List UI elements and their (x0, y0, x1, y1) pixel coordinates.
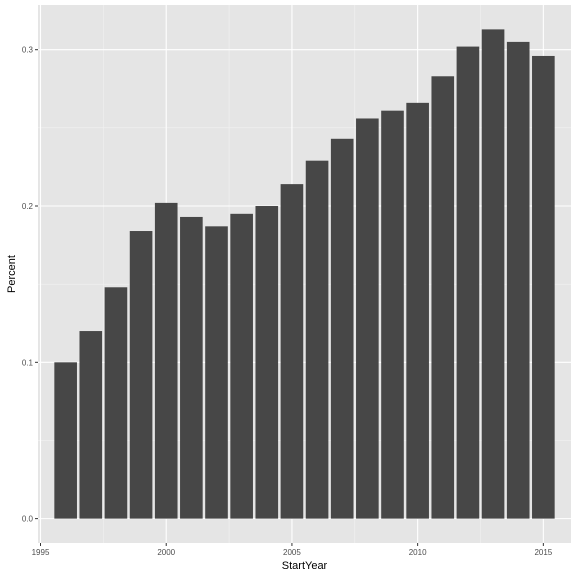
x-tick-label: 2000 (157, 548, 175, 557)
bar-2015 (532, 55, 555, 519)
x-axis-title: StartYear (282, 560, 328, 572)
bar-1999 (129, 231, 153, 519)
bar-2004 (255, 206, 279, 519)
x-tick-label: 2005 (283, 548, 301, 557)
y-tick-label: 0.2 (22, 202, 34, 211)
bar-2001 (180, 216, 203, 519)
bar-2005 (280, 184, 304, 519)
bar-2008 (356, 118, 379, 519)
bar-2002 (205, 226, 228, 519)
y-tick-label: 0.1 (22, 358, 34, 367)
bar-2006 (305, 160, 329, 519)
bar-2000 (154, 202, 178, 519)
bar-2007 (330, 138, 354, 519)
x-axis: 1995 2000 2005 2010 2015 (32, 543, 553, 557)
bar-1998 (104, 287, 128, 519)
x-tick-label: 2010 (409, 548, 427, 557)
bar-2009 (381, 110, 404, 519)
y-axis: 0.0 0.1 0.2 0.3 (22, 46, 38, 524)
x-tick-label: 1995 (32, 548, 50, 557)
bar-2013 (481, 29, 505, 519)
y-axis-title: Percent (6, 255, 18, 293)
y-tick-label: 0.0 (22, 515, 34, 524)
bar-1997 (79, 331, 103, 519)
bar-1996 (54, 362, 77, 519)
bar-2011 (431, 76, 455, 519)
y-tick-label: 0.3 (22, 46, 34, 55)
bar-2012 (456, 46, 480, 519)
bar-2003 (230, 213, 253, 519)
bar-2010 (406, 102, 429, 519)
x-tick-label: 2015 (534, 548, 552, 557)
bar-2014 (506, 41, 530, 519)
bars (54, 29, 555, 519)
